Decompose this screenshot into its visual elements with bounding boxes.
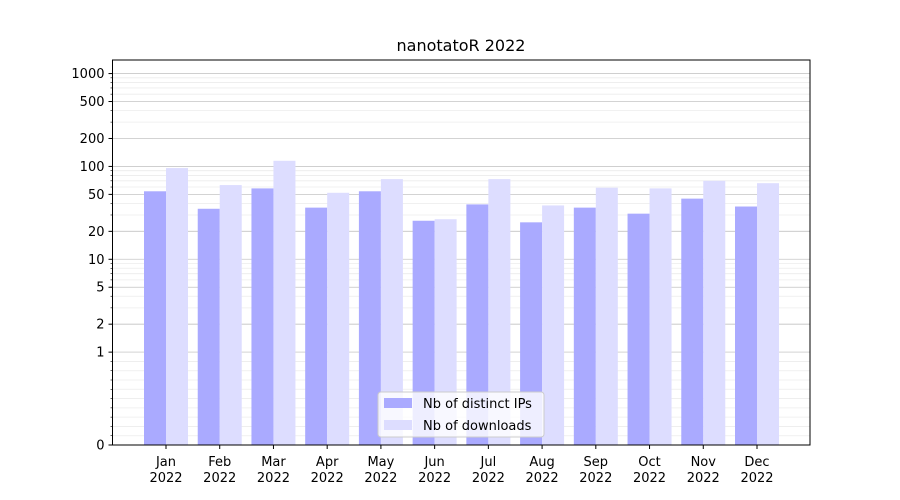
- y-tick-label: 20: [88, 225, 105, 240]
- x-tick-label: May 2022: [364, 455, 397, 486]
- bar-ips: [573, 207, 596, 445]
- legend-box: [377, 391, 545, 438]
- y-axis: 0 1 2 5 10 20 50 100 200 500 1000: [71, 67, 113, 454]
- y-tick-label: 1: [96, 346, 104, 361]
- x-tick-label: Apr 2022: [311, 455, 344, 486]
- bar-ips: [735, 206, 757, 445]
- x-tick-label: Jul 2022: [472, 455, 505, 486]
- legend-label-downloads: Nb of downloads: [423, 419, 532, 434]
- chart-title: nanotatoR 2022: [397, 36, 526, 55]
- y-tick-label: 10: [88, 253, 105, 268]
- legend: Nb of distinct IPs Nb of downloads: [377, 391, 545, 438]
- bar-ips: [197, 208, 220, 445]
- x-tick-label: Nov 2022: [687, 455, 720, 486]
- x-axis: Jan 2022 Feb 2022 Mar 2022 Apr 2022 May 2022 Jun 20…: [149, 445, 774, 486]
- y-tick-label: 2: [96, 318, 104, 333]
- bar-downloads: [703, 180, 726, 446]
- bar-ips: [681, 198, 704, 445]
- y-tick-label: 0: [96, 439, 104, 454]
- bar-ips: [627, 213, 650, 445]
- bar-ips: [305, 207, 328, 445]
- y-tick-label: 100: [80, 160, 105, 175]
- bar-downloads: [219, 185, 242, 445]
- bar-downloads: [273, 160, 296, 445]
- bar-downloads: [757, 183, 779, 445]
- x-tick-label: Jan 2022: [149, 455, 182, 486]
- y-tick-label: 1000: [71, 67, 104, 82]
- plot-frame: [112, 59, 811, 446]
- bar-downloads: [542, 205, 565, 445]
- y-tick-label: 50: [88, 188, 105, 203]
- bars-layer: [144, 160, 779, 446]
- x-tick-label: Feb 2022: [203, 455, 236, 486]
- bar-downloads: [166, 168, 188, 445]
- x-tick-label: Sep 2022: [579, 455, 612, 486]
- bar-downloads: [434, 219, 457, 445]
- bar-downloads: [649, 188, 672, 445]
- x-tick-label: Dec 2022: [740, 455, 773, 486]
- x-tick-label: Mar 2022: [257, 455, 290, 486]
- bar-downloads: [380, 179, 403, 446]
- bar-ips: [251, 188, 274, 445]
- y-tick-label: 5: [96, 281, 104, 296]
- bar-ips: [520, 222, 543, 445]
- bar-ips: [358, 191, 381, 445]
- legend-label-ips: Nb of distinct IPs: [423, 397, 532, 412]
- bar-ips: [412, 220, 435, 445]
- bar-downloads: [327, 192, 350, 445]
- legend-swatch-ips: [384, 398, 412, 408]
- y-tick-label: 200: [80, 132, 105, 147]
- bar-ips: [466, 204, 489, 445]
- x-tick-label: Aug 2022: [526, 455, 559, 486]
- x-tick-label: Jun 2022: [418, 455, 451, 486]
- legend-swatch-downloads: [384, 420, 412, 430]
- y-tick-label: 500: [80, 95, 105, 110]
- bar-downloads: [488, 179, 511, 446]
- bar-downloads: [595, 187, 618, 445]
- x-tick-label: Oct 2022: [633, 455, 666, 486]
- bar-ips: [144, 191, 166, 445]
